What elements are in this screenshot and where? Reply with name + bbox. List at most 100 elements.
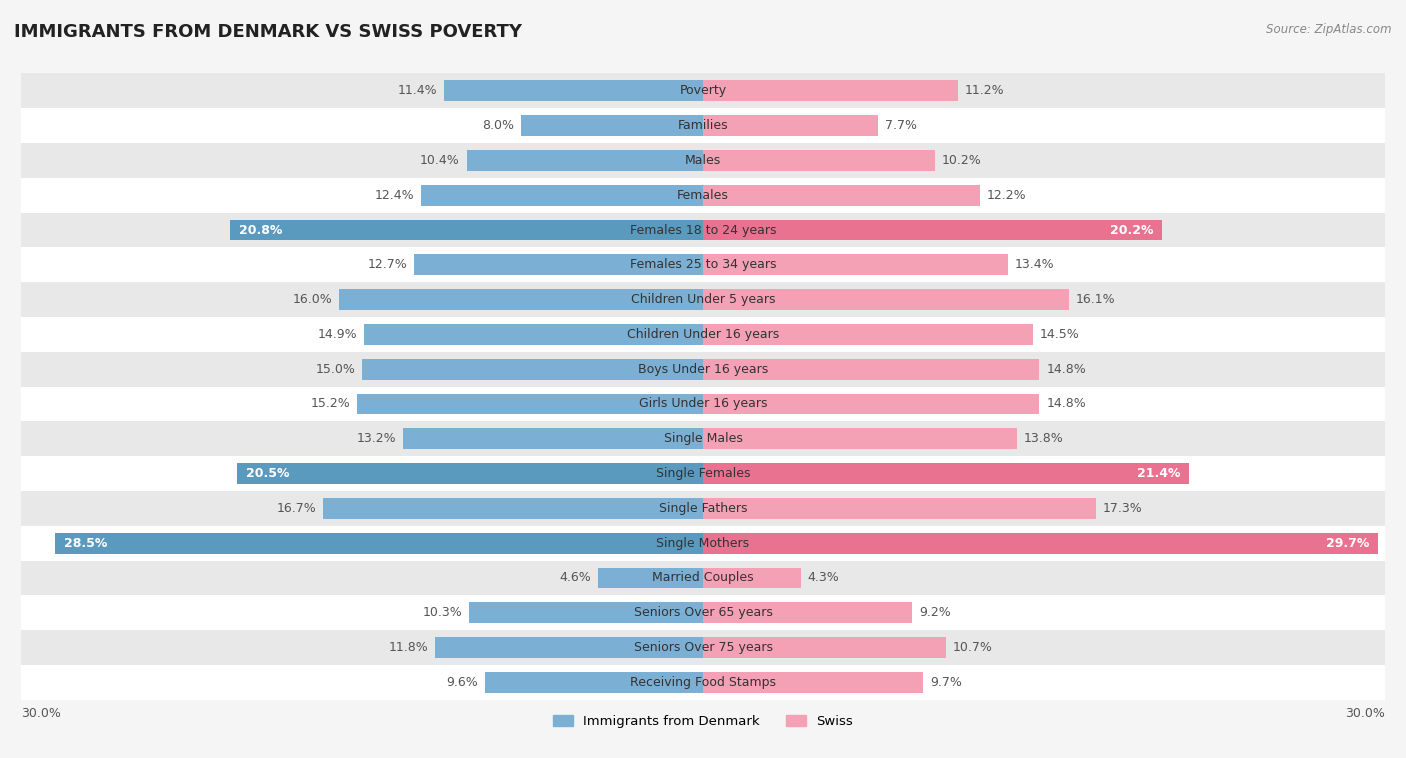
Text: 11.2%: 11.2% <box>965 84 1004 97</box>
Text: 10.2%: 10.2% <box>942 154 981 167</box>
Text: Source: ZipAtlas.com: Source: ZipAtlas.com <box>1267 23 1392 36</box>
Bar <box>703 255 1008 275</box>
Text: 21.4%: 21.4% <box>1137 467 1181 480</box>
Bar <box>703 568 801 588</box>
Text: 29.7%: 29.7% <box>1326 537 1369 550</box>
Text: 7.7%: 7.7% <box>884 119 917 132</box>
Text: Females 18 to 24 years: Females 18 to 24 years <box>630 224 776 236</box>
Text: 15.0%: 15.0% <box>315 362 356 376</box>
Text: Children Under 5 years: Children Under 5 years <box>631 293 775 306</box>
Text: Married Couples: Married Couples <box>652 572 754 584</box>
Text: Males: Males <box>685 154 721 167</box>
Text: 12.2%: 12.2% <box>987 189 1026 202</box>
Text: 30.0%: 30.0% <box>21 706 60 719</box>
Bar <box>703 359 1039 380</box>
Bar <box>21 282 1385 317</box>
Bar <box>231 220 703 240</box>
Text: 20.5%: 20.5% <box>246 467 290 480</box>
Bar <box>415 255 703 275</box>
Text: 13.2%: 13.2% <box>357 432 396 445</box>
Bar <box>21 456 1385 491</box>
Text: 14.8%: 14.8% <box>1046 362 1085 376</box>
Text: Seniors Over 75 years: Seniors Over 75 years <box>634 641 772 654</box>
Bar <box>21 595 1385 630</box>
Text: 9.2%: 9.2% <box>920 606 950 619</box>
Bar <box>21 178 1385 212</box>
Bar <box>703 463 1189 484</box>
Text: 17.3%: 17.3% <box>1104 502 1143 515</box>
Text: 8.0%: 8.0% <box>482 119 515 132</box>
Bar <box>21 561 1385 595</box>
Bar <box>444 80 703 102</box>
Text: 10.7%: 10.7% <box>953 641 993 654</box>
Bar <box>703 80 957 102</box>
Text: 11.8%: 11.8% <box>388 641 427 654</box>
Text: 20.2%: 20.2% <box>1109 224 1153 236</box>
Text: 12.4%: 12.4% <box>375 189 415 202</box>
Bar <box>21 108 1385 143</box>
Text: Families: Families <box>678 119 728 132</box>
Bar <box>703 150 935 171</box>
Bar <box>21 421 1385 456</box>
Bar <box>468 603 703 623</box>
Bar <box>703 289 1069 310</box>
Text: 11.4%: 11.4% <box>398 84 437 97</box>
Bar <box>21 317 1385 352</box>
Text: 28.5%: 28.5% <box>65 537 108 550</box>
Text: 30.0%: 30.0% <box>1346 706 1385 719</box>
Text: 13.8%: 13.8% <box>1024 432 1063 445</box>
Bar <box>703 533 1378 553</box>
Bar <box>703 498 1097 518</box>
Legend: Immigrants from Denmark, Swiss: Immigrants from Denmark, Swiss <box>547 709 859 733</box>
Bar <box>21 74 1385 108</box>
Bar <box>21 491 1385 526</box>
Bar <box>703 115 877 136</box>
Bar <box>21 143 1385 178</box>
Text: 16.7%: 16.7% <box>277 502 316 515</box>
Text: Females 25 to 34 years: Females 25 to 34 years <box>630 258 776 271</box>
Bar <box>363 359 703 380</box>
Bar <box>703 672 924 693</box>
Text: Receiving Food Stamps: Receiving Food Stamps <box>630 676 776 689</box>
Text: 16.1%: 16.1% <box>1076 293 1115 306</box>
Bar <box>703 428 1017 449</box>
Bar <box>21 212 1385 247</box>
Bar <box>522 115 703 136</box>
Bar <box>703 185 980 205</box>
Text: 14.9%: 14.9% <box>318 328 357 341</box>
Text: Single Females: Single Females <box>655 467 751 480</box>
Text: 10.4%: 10.4% <box>420 154 460 167</box>
Text: 4.3%: 4.3% <box>807 572 839 584</box>
Text: 13.4%: 13.4% <box>1014 258 1054 271</box>
Bar <box>21 352 1385 387</box>
Text: 15.2%: 15.2% <box>311 397 350 411</box>
Bar <box>422 185 703 205</box>
Bar <box>21 387 1385 421</box>
Bar <box>703 220 1163 240</box>
Bar <box>703 324 1032 345</box>
Bar <box>703 637 946 658</box>
Text: 12.7%: 12.7% <box>368 258 408 271</box>
Bar <box>467 150 703 171</box>
Text: Single Mothers: Single Mothers <box>657 537 749 550</box>
Text: Girls Under 16 years: Girls Under 16 years <box>638 397 768 411</box>
Bar <box>485 672 703 693</box>
Text: IMMIGRANTS FROM DENMARK VS SWISS POVERTY: IMMIGRANTS FROM DENMARK VS SWISS POVERTY <box>14 23 522 41</box>
Text: Boys Under 16 years: Boys Under 16 years <box>638 362 768 376</box>
Text: 14.8%: 14.8% <box>1046 397 1085 411</box>
Bar <box>339 289 703 310</box>
Text: 4.6%: 4.6% <box>560 572 592 584</box>
Bar <box>364 324 703 345</box>
Bar <box>703 393 1039 415</box>
Text: 9.6%: 9.6% <box>446 676 478 689</box>
Text: Seniors Over 65 years: Seniors Over 65 years <box>634 606 772 619</box>
Bar <box>323 498 703 518</box>
Bar <box>404 428 703 449</box>
Bar <box>21 526 1385 561</box>
Text: Single Males: Single Males <box>664 432 742 445</box>
Bar <box>357 393 703 415</box>
Text: Single Fathers: Single Fathers <box>659 502 747 515</box>
Bar <box>703 603 912 623</box>
Text: 20.8%: 20.8% <box>239 224 283 236</box>
Text: 16.0%: 16.0% <box>292 293 332 306</box>
